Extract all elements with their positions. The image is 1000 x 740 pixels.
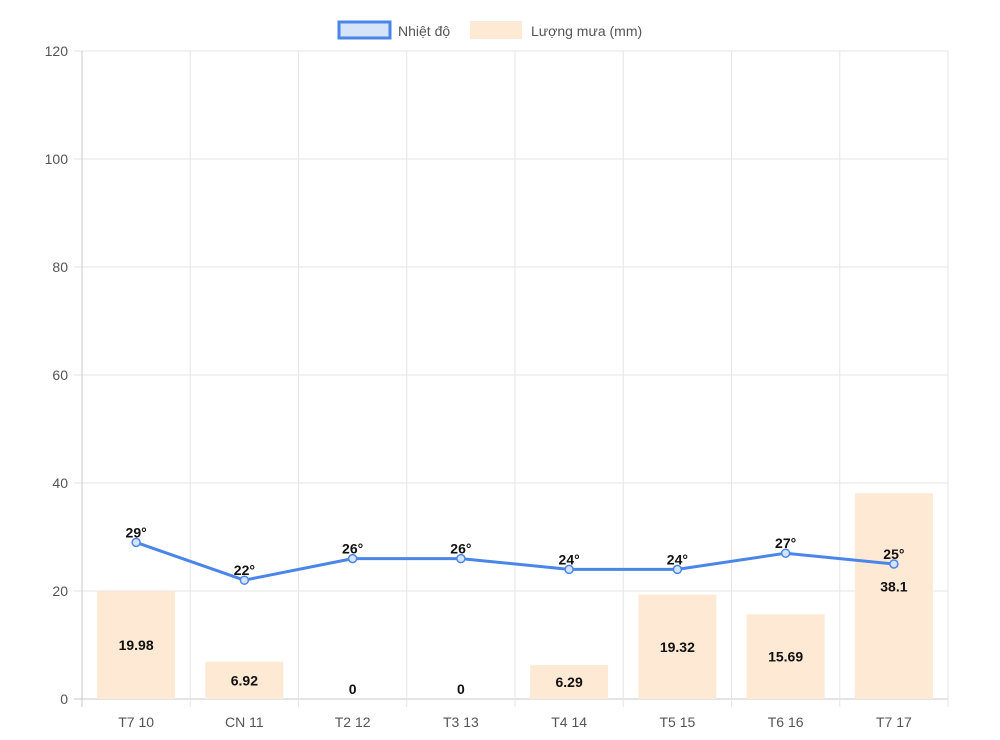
legend-swatch-rainfall bbox=[470, 21, 522, 39]
rain-value-label: 0 bbox=[349, 681, 357, 697]
rain-value-label: 38.1 bbox=[880, 578, 907, 594]
x-tick-label: T6 16 bbox=[768, 714, 804, 730]
temperature-value-label: 22° bbox=[234, 562, 255, 578]
grid bbox=[74, 50, 949, 707]
legend-item-rainfall[interactable]: Lượng mưa (mm) bbox=[470, 21, 642, 39]
temperature-value-label: 26° bbox=[342, 541, 363, 557]
x-tick-label: T7 10 bbox=[118, 714, 154, 730]
temperature-value-label: 24° bbox=[667, 551, 688, 567]
y-tick-label: 120 bbox=[45, 43, 69, 59]
rain-value-label: 15.69 bbox=[768, 649, 803, 665]
x-tick-label: T2 12 bbox=[335, 714, 371, 730]
temperature-point[interactable] bbox=[131, 537, 141, 548]
rain-bar bbox=[854, 493, 933, 699]
temperature-line bbox=[131, 537, 899, 585]
rain-value-label: 0 bbox=[457, 681, 465, 697]
temperature-point[interactable] bbox=[456, 553, 466, 564]
x-tick-label: T3 13 bbox=[443, 714, 479, 730]
rain-bars bbox=[97, 493, 933, 699]
rain-value-label: 6.92 bbox=[231, 672, 258, 688]
x-tick-label: CN 11 bbox=[225, 714, 264, 730]
y-tick-label: 60 bbox=[52, 367, 68, 383]
temperature-point[interactable] bbox=[889, 559, 899, 569]
axes: 0 20 40 60 80 100 120 T7 10 CN 11 T2 12 T3 13 T4 14… bbox=[45, 43, 912, 730]
legend-item-temperature[interactable]: Nhiệt độ bbox=[337, 20, 450, 40]
rain-bar bbox=[746, 614, 825, 699]
temperature-value-label: 25° bbox=[883, 546, 904, 562]
legend-swatch-temperature bbox=[337, 20, 392, 40]
temperature-point[interactable] bbox=[672, 564, 683, 575]
rain-value-label: 6.29 bbox=[556, 674, 583, 690]
rain-bar bbox=[205, 661, 284, 699]
rain-bar bbox=[638, 594, 717, 699]
temperature-value-label: 27° bbox=[775, 535, 796, 551]
temperature-value-label: 24° bbox=[559, 551, 580, 567]
temperature-point[interactable] bbox=[347, 553, 358, 564]
temperature-value-label: 26° bbox=[450, 541, 471, 557]
x-tick-label: T7 17 bbox=[876, 714, 912, 730]
x-tick-label: T4 14 bbox=[551, 714, 587, 730]
y-tick-label: 20 bbox=[52, 583, 68, 599]
y-tick-label: 100 bbox=[45, 151, 69, 167]
rain-bar bbox=[97, 591, 176, 699]
legend-label-rainfall: Lượng mưa (mm) bbox=[531, 23, 642, 39]
legend[interactable]: Nhiệt độ Lượng mưa (mm) bbox=[337, 20, 642, 40]
temperature-value-label: 29° bbox=[126, 524, 147, 540]
y-tick-label: 40 bbox=[52, 475, 68, 491]
y-tick-label: 80 bbox=[52, 259, 68, 275]
rain-bar bbox=[530, 665, 609, 699]
y-tick-label: 0 bbox=[60, 691, 68, 707]
rain-value-label: 19.98 bbox=[119, 637, 154, 653]
temperature-line-path bbox=[135, 540, 895, 582]
temperature-point[interactable] bbox=[239, 575, 250, 585]
data-labels: 19.98 6.92 0 0 6.29 19.32 15.69 38.1 29° 22° 26° 26… bbox=[119, 524, 908, 697]
temperature-point[interactable] bbox=[780, 548, 791, 558]
temperature-point[interactable] bbox=[564, 564, 574, 575]
rain-value-label: 19.32 bbox=[660, 639, 695, 655]
legend-label-temperature: Nhiệt độ bbox=[398, 23, 450, 39]
x-tick-label: T5 15 bbox=[659, 714, 695, 730]
